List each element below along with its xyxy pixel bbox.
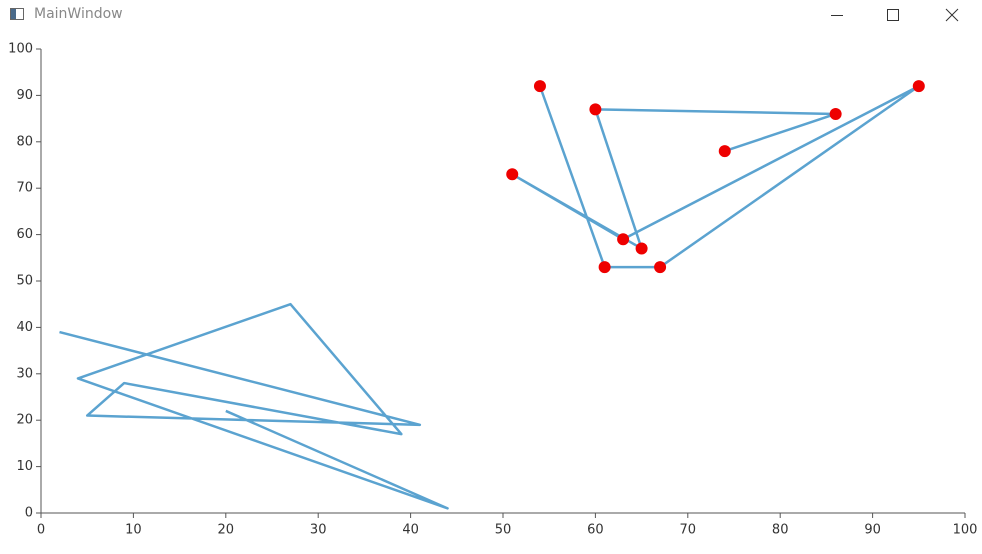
data-point xyxy=(635,242,648,255)
close-button[interactable] xyxy=(929,0,975,31)
y-tick-label: 70 xyxy=(16,181,33,196)
data-point xyxy=(718,145,731,158)
maximize-button[interactable] xyxy=(870,0,916,31)
y-tick-label: 60 xyxy=(16,227,33,242)
x-tick-label: 70 xyxy=(680,523,697,538)
data-point xyxy=(829,107,842,120)
minimize-button[interactable] xyxy=(814,0,860,31)
y-tick-label: 80 xyxy=(16,134,33,149)
data-point xyxy=(912,80,925,93)
x-tick-label: 10 xyxy=(125,523,142,538)
title-bar: MainWindow xyxy=(0,0,982,31)
x-tick-label: 40 xyxy=(402,523,419,538)
app-icon xyxy=(10,8,24,20)
window-title: MainWindow xyxy=(34,6,123,22)
x-tick-label: 20 xyxy=(218,523,235,538)
y-tick-label: 90 xyxy=(16,88,33,103)
data-point xyxy=(589,103,602,116)
x-tick-label: 80 xyxy=(772,523,789,538)
data-point xyxy=(506,168,519,181)
y-tick-label: 100 xyxy=(8,42,33,57)
data-point xyxy=(598,261,611,274)
y-tick-label: 10 xyxy=(16,459,33,474)
x-tick-label: 30 xyxy=(310,523,327,538)
y-tick-label: 30 xyxy=(16,366,33,381)
y-tick-label: 20 xyxy=(16,413,33,428)
data-point xyxy=(533,80,546,93)
x-tick-label: 100 xyxy=(953,523,978,538)
x-tick-label: 60 xyxy=(587,523,604,538)
data-point xyxy=(654,261,667,274)
data-point xyxy=(617,233,630,246)
y-tick-label: 40 xyxy=(16,320,33,335)
series-line xyxy=(59,302,449,510)
x-tick-label: 50 xyxy=(495,523,512,538)
y-tick-label: 50 xyxy=(16,274,33,289)
x-tick-label: 0 xyxy=(37,523,45,538)
y-tick-label: 0 xyxy=(25,506,33,521)
x-tick-label: 90 xyxy=(864,523,881,538)
series-line xyxy=(510,84,921,269)
